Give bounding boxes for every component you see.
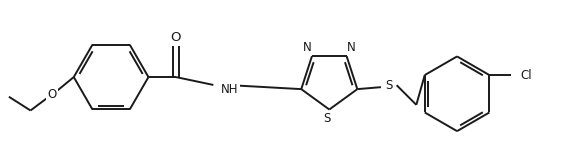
- Text: N: N: [303, 41, 312, 54]
- Text: Cl: Cl: [521, 69, 532, 82]
- Text: O: O: [47, 88, 57, 101]
- Text: S: S: [385, 79, 392, 92]
- Text: S: S: [324, 112, 331, 125]
- Text: O: O: [171, 31, 181, 44]
- Text: N: N: [347, 41, 356, 54]
- Text: NH: NH: [221, 83, 239, 96]
